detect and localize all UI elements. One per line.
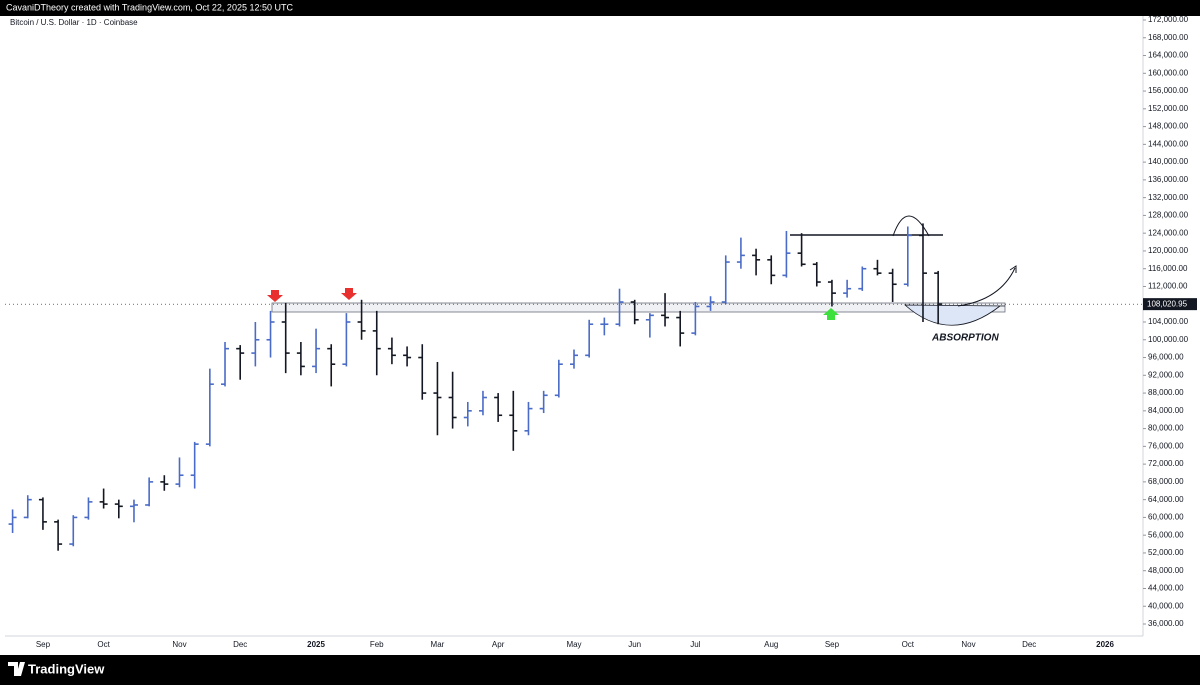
y-tick-label: 36,000.00 [1148,619,1184,628]
y-tick-label: 80,000.00 [1148,424,1184,433]
x-tick-label: Dec [233,640,247,649]
header-bar [0,0,1200,16]
y-tick-label: 92,000.00 [1148,370,1184,379]
y-tick-label: 128,000.00 [1148,211,1189,220]
x-tick-label: Aug [764,640,778,649]
projection-arrow [957,267,1016,307]
y-tick-label: 116,000.00 [1148,264,1188,273]
chart-background [0,16,1200,655]
x-tick-label: Oct [97,640,110,649]
y-tick-label: 120,000.00 [1148,246,1189,255]
y-tick-label: 88,000.00 [1148,388,1184,397]
y-tick-label: 48,000.00 [1148,566,1184,575]
projection-arrowhead [1009,265,1017,273]
x-tick-label: Nov [172,640,186,649]
footer-logo: TradingView [28,661,105,676]
x-tick-label: Feb [370,640,384,649]
x-tick-label: Oct [902,640,915,649]
absorption-bowl [903,304,1006,326]
y-tick-label: 172,000.00 [1148,15,1189,24]
x-tick-label: May [566,640,581,649]
x-tick-label: 2025 [307,640,325,649]
y-tick-label: 76,000.00 [1148,441,1184,450]
y-tick-label: 156,000.00 [1148,86,1189,95]
y-tick-label: 144,000.00 [1148,139,1189,148]
red-arrow [267,290,283,302]
y-tick-label: 148,000.00 [1148,122,1189,131]
chart-title: Bitcoin / U.S. Dollar · 1D · Coinbase [10,18,138,27]
y-tick-label: 132,000.00 [1148,193,1189,202]
green-arrow [823,308,839,320]
y-tick-label: 72,000.00 [1148,459,1184,468]
y-tick-label: 100,000.00 [1148,335,1189,344]
y-tick-label: 112,000.00 [1148,282,1188,291]
top-arc [892,215,930,237]
y-tick-label: 140,000.00 [1148,157,1189,166]
y-tick-label: 152,000.00 [1148,104,1189,113]
x-tick-label: Mar [431,640,445,649]
x-tick-label: Sep [825,640,840,649]
y-tick-label: 44,000.00 [1148,584,1184,593]
logo-icon [8,662,25,676]
y-tick-label: 84,000.00 [1148,406,1184,415]
y-tick-label: 168,000.00 [1148,33,1189,42]
y-tick-label: 164,000.00 [1148,51,1189,60]
x-tick-label: Nov [961,640,975,649]
support-zone [271,302,1006,313]
annotation: ABSORPTION [931,333,999,344]
red-arrow [341,288,357,300]
price-marker-box [1143,298,1197,311]
footer-bar [0,655,1200,685]
header-text: CavaniDTheory created with TradingView.c… [6,2,293,12]
y-tick-label: 96,000.00 [1148,353,1184,362]
y-tick-label: 40,000.00 [1148,601,1184,610]
x-tick-label: Dec [1022,640,1036,649]
y-tick-label: 64,000.00 [1148,495,1184,504]
x-tick-label: Jun [628,640,641,649]
price-marker-label: 108,020.95 [1147,299,1188,308]
y-tick-label: 136,000.00 [1148,175,1189,184]
y-tick-label: 160,000.00 [1148,68,1189,77]
y-tick-label: 124,000.00 [1148,228,1189,237]
y-tick-label: 52,000.00 [1148,548,1184,557]
y-tick-label: 104,000.00 [1148,317,1189,326]
y-tick-label: 60,000.00 [1148,513,1184,522]
y-tick-label: 56,000.00 [1148,530,1184,539]
x-tick-label: 2026 [1096,640,1114,649]
x-tick-label: Jul [690,640,700,649]
y-tick-label: 68,000.00 [1148,477,1184,486]
x-tick-label: Sep [36,640,51,649]
x-tick-label: Apr [492,640,505,649]
bars [8,223,943,551]
